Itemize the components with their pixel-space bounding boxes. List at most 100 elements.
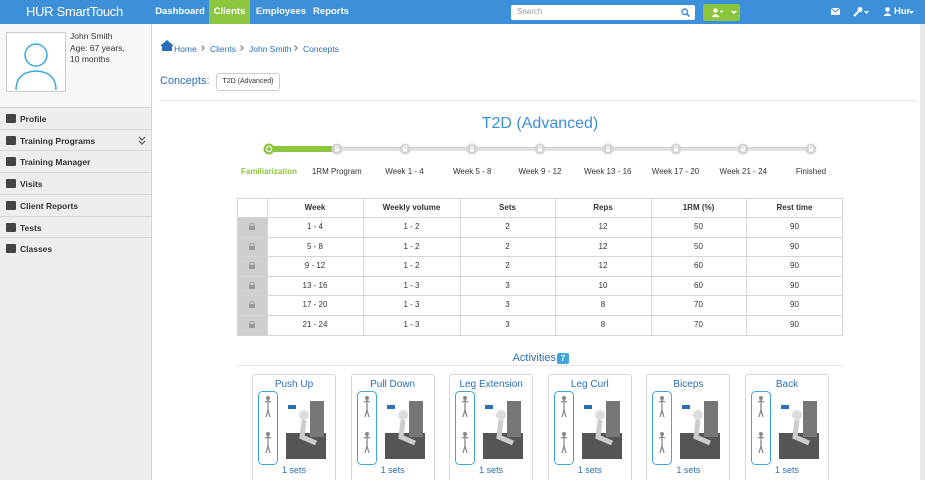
sidebar-item[interactable]: Training Manager bbox=[0, 150, 151, 172]
table-row-line bbox=[237, 256, 843, 258]
home-icon[interactable] bbox=[160, 40, 174, 51]
table-cell: 10 bbox=[598, 280, 608, 290]
table-column-line bbox=[267, 198, 268, 335]
divider bbox=[160, 100, 916, 101]
table-header: Rest time bbox=[776, 203, 813, 212]
activity-card[interactable]: Back 1 sets bbox=[745, 374, 829, 480]
table-column-line bbox=[555, 198, 556, 335]
lock-icon bbox=[249, 321, 255, 328]
nav-item-label: Clients bbox=[213, 6, 246, 17]
nav-item[interactable]: Employees bbox=[252, 0, 310, 24]
activity-name: Back bbox=[775, 379, 799, 390]
sidebar-label: Classes bbox=[20, 244, 53, 255]
add-client-button[interactable] bbox=[703, 4, 740, 21]
activity-sets: 1 sets bbox=[380, 465, 405, 475]
activities-count: 7 bbox=[560, 354, 566, 363]
activity-card[interactable]: Pull Down 1 sets bbox=[350, 374, 435, 480]
table-row-line bbox=[237, 275, 843, 277]
table-cell: 8 bbox=[600, 300, 606, 310]
activity-sets: 1 sets bbox=[577, 465, 602, 475]
activity-sets: 1 sets bbox=[774, 465, 799, 475]
table-cell: 90 bbox=[790, 261, 799, 271]
nav-item[interactable]: Dashboard bbox=[153, 0, 207, 24]
client-name: John Smith bbox=[70, 31, 113, 41]
user-caret bbox=[909, 11, 914, 14]
sidebar-item[interactable]: Client Reports bbox=[0, 193, 151, 216]
table-cell: 60 bbox=[694, 261, 703, 271]
progress-step bbox=[534, 143, 546, 155]
machine-image bbox=[384, 401, 425, 459]
nav-item[interactable]: Clients bbox=[209, 0, 250, 24]
sidebar-label: Profile bbox=[20, 114, 47, 124]
table-cell: 90 bbox=[790, 241, 799, 251]
activity-name: Leg Curl bbox=[570, 379, 609, 390]
table-cell: 2 bbox=[505, 261, 510, 271]
table-row-line bbox=[237, 236, 843, 238]
lock-icon bbox=[249, 223, 255, 230]
sidebar-icon bbox=[6, 222, 16, 232]
user-name[interactable]: Hur bbox=[894, 6, 911, 17]
concept-button[interactable]: T2D (Advanced) bbox=[216, 73, 280, 91]
table-cell: 13 - 16 bbox=[302, 280, 328, 290]
muscle-map bbox=[356, 391, 377, 465]
nav-item[interactable]: Reports bbox=[310, 0, 352, 24]
table-cell: 1 - 2 bbox=[403, 241, 420, 251]
progress-step bbox=[670, 143, 681, 155]
settings-icon[interactable] bbox=[853, 6, 869, 17]
activity-sets: 1 sets bbox=[281, 465, 306, 475]
progress-step-label: Finished bbox=[795, 167, 827, 176]
sidebar-item[interactable]: Classes bbox=[0, 237, 151, 259]
muscle-map bbox=[258, 391, 278, 465]
nav-item-label: Dashboard bbox=[155, 6, 205, 17]
sidebar-item[interactable]: Profile bbox=[0, 107, 151, 129]
table-cell: 8 bbox=[600, 320, 606, 329]
progress-fill bbox=[269, 146, 337, 152]
user-icon[interactable] bbox=[883, 7, 892, 16]
lock-icon bbox=[249, 242, 255, 250]
nav-item-label: Reports bbox=[313, 6, 349, 17]
activity-card[interactable]: Leg Extension 1 sets bbox=[449, 374, 534, 480]
breadcrumb-link[interactable]: Home bbox=[174, 44, 197, 54]
table-cell: 9 - 12 bbox=[304, 261, 326, 271]
table-cell: 1 - 3 bbox=[403, 280, 420, 290]
machine-image bbox=[779, 401, 819, 459]
nav-item-label: Employees bbox=[255, 6, 307, 17]
sidebar-item[interactable]: Tests bbox=[0, 215, 151, 238]
search-box[interactable]: Search bbox=[511, 5, 695, 20]
table-cell: 3 bbox=[505, 300, 510, 310]
table-cell: 1 - 3 bbox=[403, 320, 420, 329]
progress-step-label: Week 21 - 24 bbox=[719, 167, 767, 176]
activity-card[interactable]: Push Up 1 sets bbox=[252, 374, 336, 480]
sidebar-icon bbox=[6, 135, 16, 145]
activities-title: Activities bbox=[512, 352, 556, 364]
sidebar-icon bbox=[6, 114, 16, 123]
sidebar-item[interactable]: Training Programs bbox=[0, 128, 151, 151]
sidebar-icon bbox=[6, 179, 16, 189]
table-cell: 3 bbox=[505, 320, 510, 329]
avatar bbox=[6, 32, 66, 92]
activity-name: Push Up bbox=[274, 379, 314, 390]
table-column-line bbox=[363, 198, 364, 335]
sidebar-label: Tests bbox=[20, 222, 42, 233]
breadcrumb-link[interactable]: Clients bbox=[210, 44, 236, 54]
breadcrumb-link: Concepts bbox=[303, 44, 339, 54]
table-cell: 90 bbox=[790, 320, 799, 329]
table-header: Weekly volume bbox=[382, 203, 441, 212]
progress-step-label: Week 5 - 8 bbox=[452, 167, 492, 176]
client-age: Age: 67 years, 10 months bbox=[70, 43, 125, 64]
table-cell: 17 - 20 bbox=[302, 300, 328, 310]
breadcrumb-link[interactable]: John Smith bbox=[249, 44, 292, 54]
table-cell: 50 bbox=[694, 241, 703, 251]
activity-card[interactable]: Biceps 1 sets bbox=[646, 374, 731, 480]
sidebar-label: Training Manager bbox=[20, 157, 91, 168]
sidebar-item[interactable]: Visits bbox=[0, 172, 151, 194]
mail-icon[interactable] bbox=[831, 8, 840, 15]
activity-sets: 1 sets bbox=[479, 465, 504, 475]
progress-step bbox=[805, 143, 817, 155]
activity-card[interactable]: Leg Curl 1 sets bbox=[547, 374, 632, 480]
caret bbox=[731, 11, 737, 14]
program-title: T2D (Advanced) bbox=[481, 115, 599, 132]
table-cell: 5 - 8 bbox=[306, 241, 323, 251]
sidebar-icon bbox=[6, 157, 16, 167]
